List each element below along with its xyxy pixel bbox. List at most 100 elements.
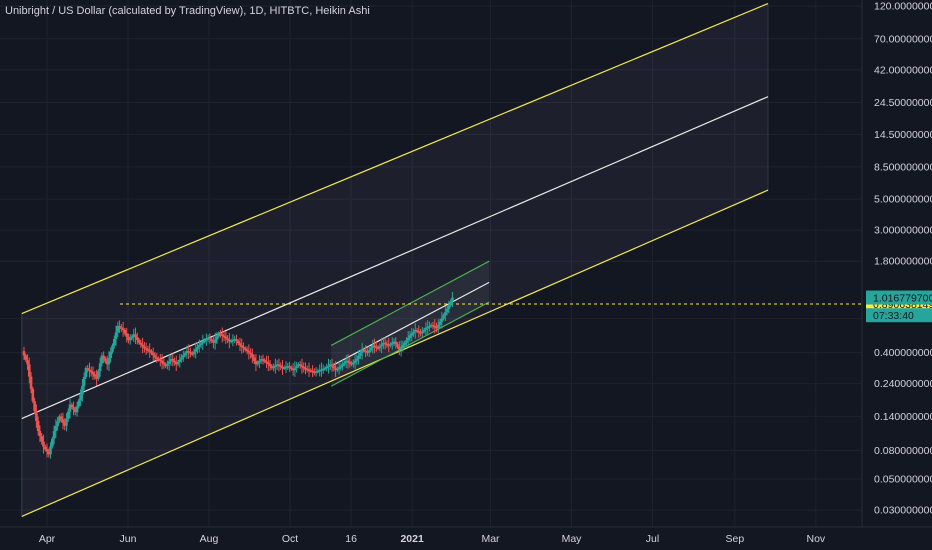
candle-body (284, 366, 288, 369)
candle-body (212, 341, 215, 343)
candle-body (330, 364, 334, 367)
candle-body (438, 321, 442, 325)
candle-body (362, 349, 366, 352)
candle-body (43, 446, 47, 450)
y-tick-label: 0.030000000 (874, 505, 932, 517)
candle-body (238, 343, 242, 346)
candle-body (29, 376, 33, 389)
price-label-box (866, 308, 932, 323)
candle-body (442, 315, 445, 319)
candle-body (291, 368, 295, 371)
candle-body (197, 345, 201, 347)
candle-body (256, 362, 259, 365)
x-tick-label: Mar (481, 533, 500, 545)
time-axis[interactable]: Apr Jun Aug Oct 16 2021 Mar May Jul Sep Nov (39, 533, 826, 545)
price-label-box (866, 290, 932, 305)
candle-body (242, 346, 245, 349)
candle-body (302, 366, 306, 369)
candle-body (35, 411, 38, 422)
candle-body (366, 351, 369, 354)
candle-body (236, 341, 240, 344)
candle-body (332, 366, 336, 369)
candle-body (82, 376, 86, 386)
candle-body (148, 350, 151, 352)
x-tick-label: Aug (200, 533, 219, 545)
candle-body (84, 368, 88, 377)
candle-body (435, 326, 438, 329)
candle-body (360, 349, 364, 353)
candle-body (282, 367, 286, 369)
candle-body (146, 349, 150, 351)
candle-body (369, 347, 373, 351)
candle-body (288, 366, 291, 368)
candle-body (220, 334, 224, 336)
candle-body (42, 441, 45, 447)
candle-body (33, 401, 36, 412)
candle-body (382, 342, 385, 345)
candle-body (58, 416, 61, 422)
candle-body (298, 364, 302, 366)
candle-body (68, 404, 72, 412)
y-tick-label: 5.000000000 (874, 194, 932, 206)
candle-body (135, 337, 139, 340)
y-tick-label: 0.080000000 (874, 445, 932, 457)
candle-body (180, 357, 183, 360)
candle-body (112, 338, 116, 346)
candle-body (300, 365, 304, 368)
candle-body (378, 346, 382, 349)
candle-body (350, 363, 353, 365)
candle-body (26, 359, 29, 365)
x-tick-label: Oct (282, 533, 298, 545)
candle-body (157, 358, 160, 360)
candle-body (22, 351, 26, 356)
candle-body (75, 406, 79, 413)
candle-body (433, 325, 437, 328)
candle-body (95, 376, 98, 379)
candle-body (203, 340, 206, 342)
candle-body (162, 362, 166, 365)
y-tick-label: 120.000000000 (874, 1, 932, 13)
candle-body (297, 364, 300, 367)
candle-body (192, 351, 196, 355)
candle-body (174, 362, 178, 365)
candle-body (348, 361, 352, 364)
candle-body (422, 329, 426, 332)
candle-body (125, 333, 128, 337)
candle-body (166, 363, 169, 367)
candle-body (210, 339, 213, 342)
y-tick-label: 14.500000000 (874, 129, 932, 141)
candle-body (436, 324, 440, 328)
candle-body (286, 366, 290, 368)
candle-body (105, 361, 109, 365)
candle-body (313, 371, 316, 373)
candle-body (243, 348, 247, 350)
candle-body (102, 355, 105, 359)
candle-body (265, 361, 268, 363)
candle-body (373, 345, 376, 347)
candle-body (449, 301, 452, 306)
candle-body (343, 362, 346, 365)
candle-body (396, 344, 399, 347)
candle-body (130, 336, 134, 339)
candle-body (196, 346, 199, 350)
x-tick-label: Apr (39, 533, 56, 545)
candle-body (387, 344, 391, 347)
candle-body (59, 416, 63, 420)
candle-body (364, 350, 367, 353)
candle-body (74, 409, 77, 413)
candle-body (63, 422, 67, 426)
candle-body (208, 337, 212, 340)
x-tick-label: May (562, 533, 583, 545)
candle-body (375, 346, 378, 348)
candle-body (406, 337, 410, 341)
candle-body (325, 366, 329, 369)
candle-body (385, 343, 389, 346)
x-tick-label: 16 (345, 533, 357, 545)
candle-body (321, 368, 325, 371)
candle-body (389, 344, 392, 346)
candle-body (141, 344, 144, 347)
candle-body (139, 342, 143, 345)
